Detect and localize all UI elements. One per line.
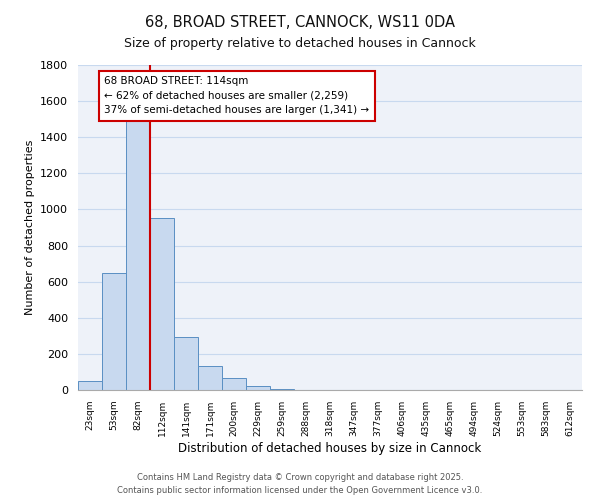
Bar	[150, 218, 174, 390]
Bar	[198, 366, 222, 390]
Text: Size of property relative to detached houses in Cannock: Size of property relative to detached ho…	[124, 38, 476, 51]
Text: 68 BROAD STREET: 114sqm
← 62% of detached houses are smaller (2,259)
37% of semi: 68 BROAD STREET: 114sqm ← 62% of detache…	[104, 76, 370, 116]
Bar	[126, 121, 150, 390]
X-axis label: Distribution of detached houses by size in Cannock: Distribution of detached houses by size …	[178, 442, 482, 454]
Text: 68, BROAD STREET, CANNOCK, WS11 0DA: 68, BROAD STREET, CANNOCK, WS11 0DA	[145, 15, 455, 30]
Bar	[270, 389, 294, 390]
Y-axis label: Number of detached properties: Number of detached properties	[25, 140, 35, 315]
Bar	[246, 386, 270, 390]
Bar	[174, 336, 198, 390]
Text: Contains HM Land Registry data © Crown copyright and database right 2025.
Contai: Contains HM Land Registry data © Crown c…	[118, 474, 482, 495]
Bar	[222, 378, 246, 390]
Bar	[78, 381, 102, 390]
Bar	[102, 272, 126, 390]
